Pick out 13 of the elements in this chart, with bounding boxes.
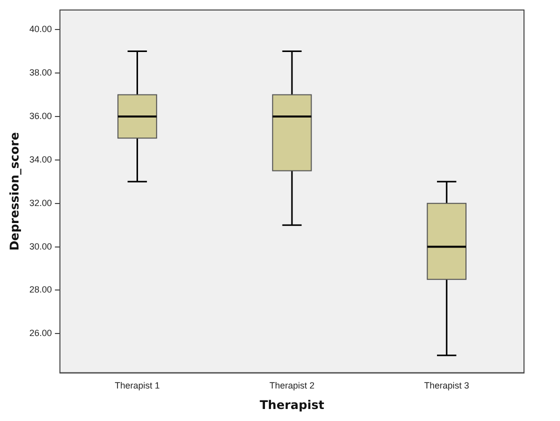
y-tick-label: 30.00: [29, 241, 52, 252]
x-tick-label: Therapist 2: [269, 380, 314, 391]
y-tick-label: 36.00: [29, 110, 52, 121]
y-tick-label: 32.00: [29, 198, 52, 208]
y-axis-title: Depression_score: [7, 132, 22, 251]
x-tick-label: Therapist 1: [114, 380, 160, 391]
y-tick-label: 38.00: [29, 67, 52, 78]
y-tick-label: 40.00: [29, 24, 52, 34]
y-tick-label: 26.00: [29, 328, 52, 338]
y-tick-label: 28.00: [29, 284, 52, 295]
x-axis-title: Therapist: [260, 398, 324, 412]
x-tick-label: Therapist 3: [424, 380, 470, 391]
y-tick-label: 34.00: [29, 154, 52, 164]
